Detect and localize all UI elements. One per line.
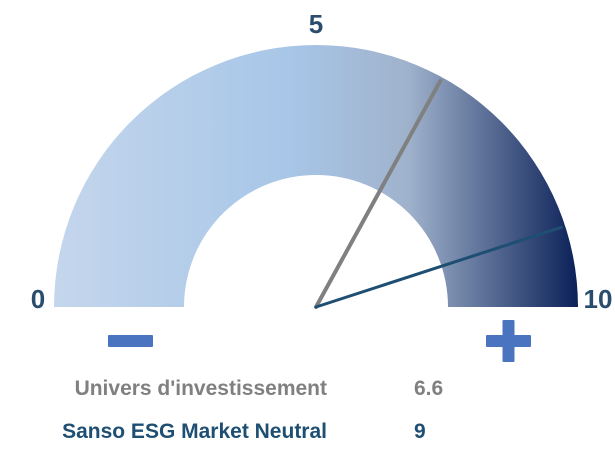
tick-label-min: 0 bbox=[31, 284, 45, 314]
legend-row-sanso: Sanso ESG Market Neutral 9 bbox=[0, 420, 615, 454]
tick-label-max: 10 bbox=[584, 284, 613, 314]
legend-row-univers: Univers d'investissement 6.6 bbox=[0, 377, 615, 411]
gauge-needle-univers bbox=[314, 78, 443, 309]
minus-icon bbox=[108, 335, 153, 347]
gauge-needle-sanso bbox=[314, 225, 563, 309]
legend-value-sanso: 9 bbox=[414, 420, 426, 443]
tick-label-mid: 5 bbox=[309, 9, 323, 39]
legend-label-sanso: Sanso ESG Market Neutral bbox=[62, 420, 327, 443]
gauge-arc bbox=[54, 45, 578, 307]
legend-value-univers: 6.6 bbox=[414, 377, 444, 400]
plus-icon bbox=[486, 320, 531, 362]
legend-label-univers: Univers d'investissement bbox=[74, 377, 327, 400]
